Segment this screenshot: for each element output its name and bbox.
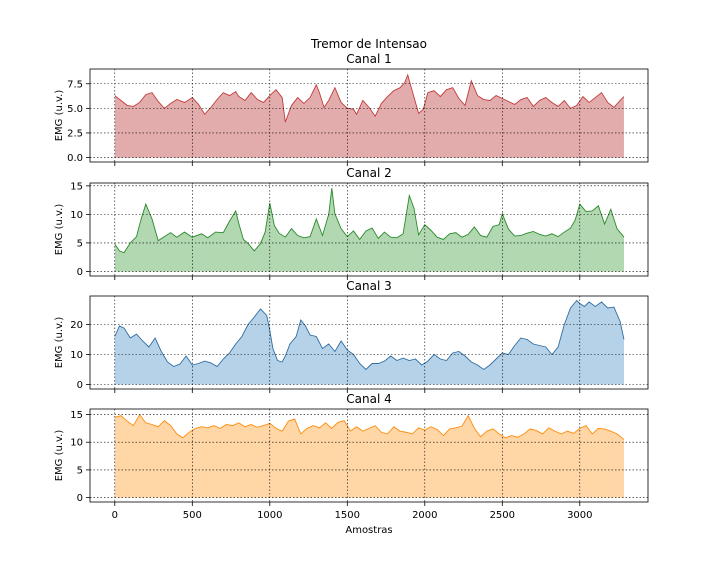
panel-title: Canal 2 <box>346 166 391 180</box>
area-fill <box>114 414 624 498</box>
series-line <box>114 188 625 254</box>
y-tick-label: 5 <box>77 465 83 476</box>
panel-title: Canal 3 <box>346 279 391 293</box>
y-tick-label: 0 <box>77 267 83 278</box>
axes-frame <box>89 182 649 277</box>
y-tick-label: 0.0 <box>67 153 83 164</box>
chart-panel-3: 0 10 20 Canal 3 EMG (u.v.) <box>54 279 649 393</box>
axes-frame <box>89 68 649 163</box>
area-fill <box>114 300 624 385</box>
y-tick-label: 0 <box>77 380 83 391</box>
x-tick-label: 500 <box>183 510 202 521</box>
chart-panels: 0.0 2.5 5.0 7.5 Canal 1 EMG (u.v.) 0 5 10 15 Canal… <box>54 52 649 521</box>
y-tick-label: 10 <box>70 350 83 361</box>
y-tick-label: 15 <box>70 410 83 421</box>
y-axis-label: EMG (u.v.) <box>54 317 65 369</box>
series-line <box>114 413 625 440</box>
y-tick-label: 5.0 <box>67 104 83 115</box>
chart-panel-2: 0 5 10 15 Canal 2 EMG (u.v.) <box>54 166 649 280</box>
y-tick-label: 15 <box>70 181 83 192</box>
axes-frame <box>89 408 649 503</box>
panel-title: Canal 1 <box>346 52 391 66</box>
x-axis-label: Amostras <box>345 525 392 536</box>
y-tick-label: 0 <box>77 493 83 504</box>
x-tick-label: 3000 <box>567 510 592 521</box>
y-axis-label: EMG (u.v.) <box>54 430 65 482</box>
area-fill <box>114 74 624 158</box>
y-tick-label: 2.5 <box>67 128 83 139</box>
y-tick-label: 10 <box>70 438 83 449</box>
series-line <box>114 73 625 123</box>
chart-panel-1: 0.0 2.5 5.0 7.5 Canal 1 EMG (u.v.) <box>54 52 649 166</box>
series-line <box>114 299 625 371</box>
x-tick-label: 1500 <box>335 510 360 521</box>
y-tick-label: 10 <box>70 210 83 221</box>
y-tick-label: 5 <box>77 238 83 249</box>
y-tick-label: 20 <box>70 320 83 331</box>
x-tick-label: 2000 <box>412 510 437 521</box>
chart-panel-4: 0 5 10 15 0 500 1000 1500 2000 2500 3000 Canal 4 EMG… <box>54 392 649 521</box>
x-tick-label: 2500 <box>490 510 515 521</box>
x-tick-label: 1000 <box>257 510 282 521</box>
x-tick-label: 0 <box>112 510 118 521</box>
axes-frame <box>89 295 649 390</box>
y-axis-label: EMG (u.v.) <box>54 90 65 142</box>
y-tick-label: 7.5 <box>67 79 83 90</box>
figure-suptitle: Tremor de Intensao <box>310 37 427 51</box>
y-axis-label: EMG (u.v.) <box>54 204 65 256</box>
panel-title: Canal 4 <box>346 392 391 406</box>
